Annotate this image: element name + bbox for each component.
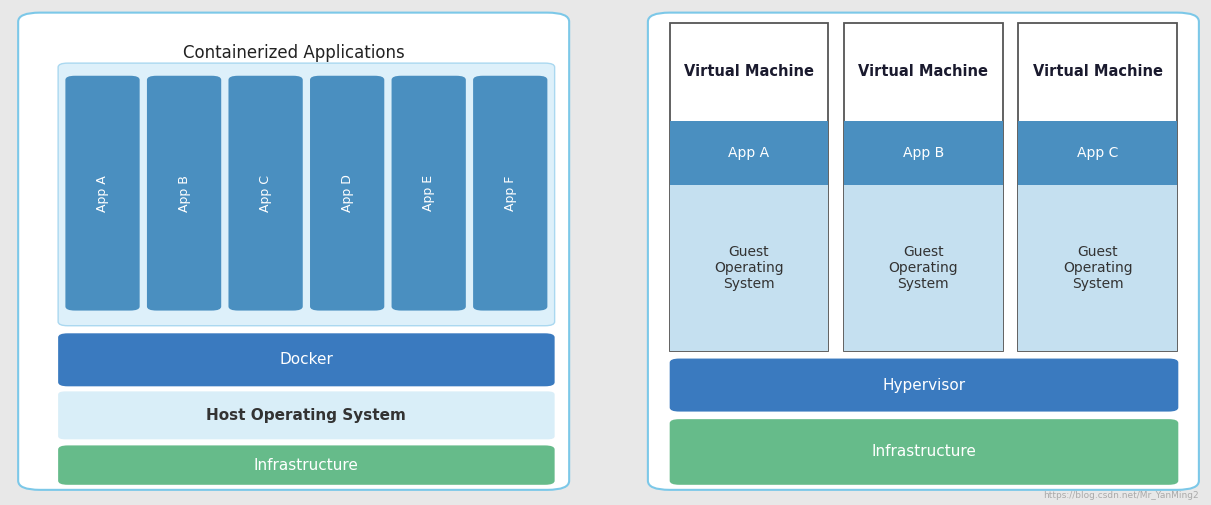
Text: Hypervisor: Hypervisor bbox=[883, 378, 965, 392]
Text: Guest
Operating
System: Guest Operating System bbox=[889, 245, 958, 291]
FancyBboxPatch shape bbox=[648, 13, 1199, 490]
Bar bbox=[844, 121, 1003, 185]
Text: App C: App C bbox=[1077, 146, 1119, 160]
Text: Virtual Machine: Virtual Machine bbox=[859, 65, 988, 79]
Text: App C: App C bbox=[259, 175, 272, 212]
Bar bbox=[670, 185, 828, 351]
Bar bbox=[670, 23, 828, 351]
Text: App D: App D bbox=[340, 174, 354, 212]
Text: https://blog.csdn.net/Mr_YanMing2: https://blog.csdn.net/Mr_YanMing2 bbox=[1043, 491, 1199, 500]
Bar bbox=[1018, 121, 1177, 185]
FancyBboxPatch shape bbox=[474, 76, 547, 311]
Text: Infrastructure: Infrastructure bbox=[254, 458, 358, 473]
Text: Infrastructure: Infrastructure bbox=[872, 444, 976, 460]
FancyBboxPatch shape bbox=[147, 76, 222, 311]
FancyBboxPatch shape bbox=[58, 63, 555, 326]
Text: App B: App B bbox=[902, 146, 945, 160]
Text: App E: App E bbox=[423, 175, 435, 211]
FancyBboxPatch shape bbox=[670, 359, 1178, 412]
Text: Guest
Operating
System: Guest Operating System bbox=[714, 245, 784, 291]
Bar bbox=[844, 23, 1003, 351]
FancyBboxPatch shape bbox=[229, 76, 303, 311]
Bar bbox=[670, 121, 828, 185]
Text: Docker: Docker bbox=[280, 352, 333, 367]
Text: App A: App A bbox=[729, 146, 769, 160]
FancyBboxPatch shape bbox=[670, 419, 1178, 485]
Text: App F: App F bbox=[504, 175, 517, 211]
Bar bbox=[1018, 185, 1177, 351]
FancyBboxPatch shape bbox=[58, 391, 555, 439]
Text: Guest
Operating
System: Guest Operating System bbox=[1063, 245, 1132, 291]
Bar bbox=[844, 185, 1003, 351]
FancyBboxPatch shape bbox=[391, 76, 466, 311]
Text: Host Operating System: Host Operating System bbox=[206, 408, 407, 423]
Text: Virtual Machine: Virtual Machine bbox=[1033, 65, 1163, 79]
Text: Containerized Applications: Containerized Applications bbox=[183, 44, 404, 62]
Text: Virtual Machine: Virtual Machine bbox=[684, 65, 814, 79]
FancyBboxPatch shape bbox=[58, 445, 555, 485]
Bar bbox=[1018, 23, 1177, 351]
FancyBboxPatch shape bbox=[58, 333, 555, 386]
FancyBboxPatch shape bbox=[18, 13, 569, 490]
FancyBboxPatch shape bbox=[310, 76, 384, 311]
FancyBboxPatch shape bbox=[65, 76, 139, 311]
Text: App B: App B bbox=[178, 175, 190, 212]
Text: App A: App A bbox=[96, 175, 109, 212]
